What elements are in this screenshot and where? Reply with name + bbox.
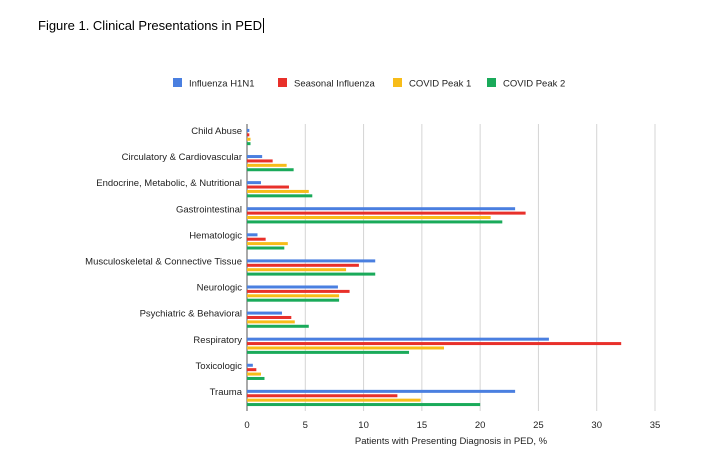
bar [247, 220, 503, 224]
legend-label: Seasonal Influenza [294, 79, 376, 90]
figure-title-text: Figure 1. Clinical Presentations in PED [38, 18, 262, 33]
x-tick-label: 0 [244, 420, 249, 431]
y-category-label: Psychiatric & Behavioral [140, 309, 242, 320]
x-axis-label: Patients with Presenting Diagnosis in PE… [355, 436, 548, 447]
bar [247, 324, 309, 328]
y-category-label: Endocrine, Metabolic, & Nutritional [96, 178, 242, 189]
legend-label: Influenza H1N1 [189, 79, 254, 90]
bar [247, 350, 410, 354]
bar [247, 289, 350, 293]
x-tick-label: 20 [475, 420, 486, 431]
bar [247, 320, 295, 324]
bar [247, 394, 398, 398]
bar [247, 272, 376, 276]
x-axis-ticks: 0 5 10 15 20 25 30 35 [244, 420, 660, 431]
bar [247, 398, 421, 402]
bar [247, 168, 294, 172]
x-tick-label: 30 [591, 420, 602, 431]
bar [247, 342, 622, 346]
bar [247, 298, 340, 302]
x-tick-label: 5 [303, 420, 308, 431]
legend-swatch [487, 78, 496, 87]
legend-swatch [393, 78, 402, 87]
bar [247, 189, 309, 193]
text-cursor [263, 18, 264, 33]
bar [247, 246, 285, 250]
y-category-label: Circulatory & Cardiovascular [122, 152, 242, 163]
x-tick-label: 25 [533, 420, 544, 431]
chart-grid [246, 124, 656, 411]
x-tick-label: 35 [650, 420, 661, 431]
bar [247, 233, 258, 237]
chart-legend: Influenza H1N1 Seasonal Influenza COVID Pe… [173, 78, 565, 90]
bar [247, 237, 266, 241]
bar [247, 181, 261, 185]
legend-label: COVID Peak 1 [409, 79, 471, 90]
bar [247, 368, 257, 372]
bar [247, 242, 288, 246]
bar [247, 376, 265, 380]
y-category-label: Hematologic [189, 230, 242, 241]
bar [247, 216, 491, 220]
y-category-label: Child Abuse [191, 126, 242, 137]
bar [247, 337, 549, 341]
legend-label: COVID Peak 2 [503, 79, 565, 90]
bar [247, 403, 481, 407]
y-category-label: Respiratory [193, 335, 242, 346]
x-tick-label: 15 [417, 420, 428, 431]
bar [247, 211, 526, 215]
bar [247, 137, 251, 141]
bar [247, 159, 273, 163]
bar [247, 372, 261, 376]
bar [247, 285, 338, 289]
bar [247, 311, 282, 315]
chart-bars [247, 128, 622, 407]
figure-title: Figure 1. Clinical Presentations in PED [38, 18, 264, 33]
y-category-label: Musculoskeletal & Connective Tissue [85, 257, 242, 268]
bar [247, 315, 292, 319]
legend-swatch [278, 78, 287, 87]
bar [247, 142, 251, 146]
x-tick-label: 10 [358, 420, 369, 431]
y-axis-labels: Child Abuse Circulatory & Cardiovascular E… [85, 126, 243, 398]
bar [247, 294, 340, 298]
y-category-label: Trauma [210, 387, 243, 398]
y-category-label: Gastrointestinal [176, 204, 242, 215]
bar [247, 194, 313, 198]
bar [247, 185, 289, 189]
bar [247, 389, 516, 393]
bar [247, 207, 516, 211]
legend-swatch [173, 78, 182, 87]
bar [247, 346, 445, 350]
bar [247, 363, 253, 367]
y-category-label: Neurologic [197, 283, 243, 294]
bar [247, 163, 287, 167]
bar [247, 155, 263, 159]
bar [247, 263, 359, 267]
bar [247, 259, 376, 263]
bar [247, 133, 250, 137]
bar [247, 128, 250, 132]
y-category-label: Toxicologic [196, 361, 243, 372]
bar [247, 268, 347, 272]
